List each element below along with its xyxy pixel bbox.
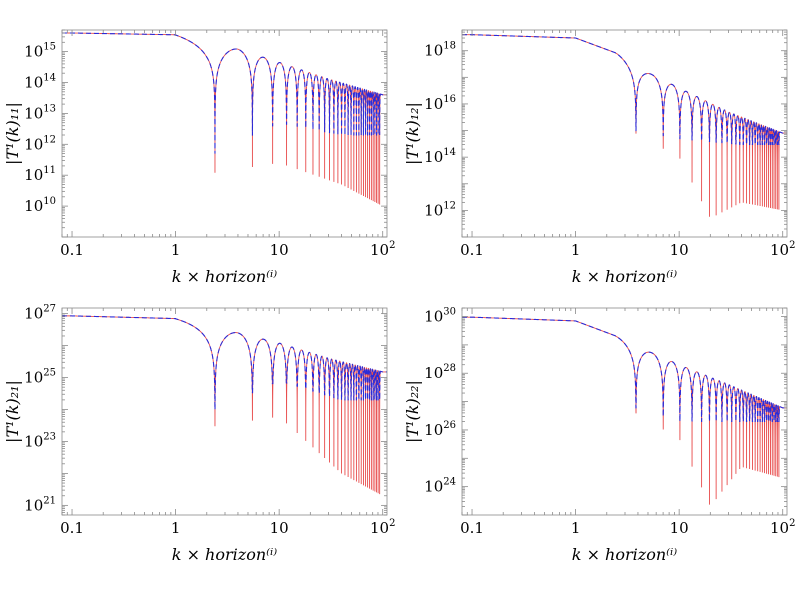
x-tick-label: 0.1	[60, 519, 84, 537]
x-tick-label: 10	[670, 519, 689, 537]
y-tick-label: 1030	[424, 307, 456, 326]
x-tick-label: 102	[770, 518, 795, 537]
y-axis-label: |T¹(k)₂₂|	[403, 380, 422, 443]
panel-t12: 0.1 1 10 102 1012 1014 1016 1018 k × horizon⁽ⁱ⁾ |…	[403, 29, 795, 286]
x-tick-label: 10	[270, 241, 289, 259]
x-axis-label: k × horizon⁽ⁱ⁾	[172, 545, 277, 564]
x-tick-label: 10	[670, 241, 689, 259]
x-tick-label: 10	[270, 519, 289, 537]
y-axis-label: |T¹(k)₁₂|	[403, 102, 422, 165]
y-tick-label: 1014	[424, 147, 456, 166]
x-tick-label: 1	[571, 241, 581, 259]
y-axis-label: |T¹(k)₁₁|	[3, 102, 22, 165]
y-tick-label: 1014	[24, 72, 56, 91]
y-tick-label: 1015	[24, 42, 56, 61]
y-tick-label: 1027	[24, 304, 56, 323]
y-tick-label: 1011	[24, 165, 56, 184]
plot-frame	[61, 29, 388, 238]
x-tick-label: 1	[571, 519, 581, 537]
x-tick-label: 0.1	[60, 241, 84, 259]
x-tick-label: 1	[171, 241, 181, 259]
x-tick-label: 0.1	[460, 241, 484, 259]
x-axis-label: k × horizon⁽ⁱ⁾	[572, 545, 677, 564]
panel-t11: 0.1 1 10 102 1010 1011 1012 1013 1014 1015 k × hor…	[3, 29, 395, 286]
blue-dashed-series-line	[62, 32, 387, 154]
x-tick-label: 102	[370, 240, 395, 259]
y-tick-label: 1012	[24, 134, 56, 153]
red-solid-series-line	[62, 315, 387, 495]
x-tick-label: 102	[370, 518, 395, 537]
red-solid-series-line	[462, 316, 787, 505]
y-tick-label: 1012	[424, 200, 456, 219]
y-tick-label: 1018	[424, 41, 456, 60]
blue-dashed-series-line	[62, 315, 387, 411]
plot-frame	[461, 307, 788, 516]
x-axis-label: k × horizon⁽ⁱ⁾	[572, 267, 677, 286]
y-tick-label: 1024	[424, 477, 456, 496]
y-tick-label: 1021	[24, 495, 56, 514]
y-axis-label: |T¹(k)₂₁|	[3, 380, 22, 443]
y-tick-label: 1013	[24, 103, 56, 122]
x-tick-label: 1	[171, 519, 181, 537]
plot-frame	[61, 307, 388, 516]
y-tick-label: 1016	[424, 94, 456, 113]
y-tick-label: 1028	[424, 363, 456, 382]
panel-t21: 0.1 1 10 102 1021 1023 1025 1027 k × horizon⁽ⁱ⁾ |…	[3, 304, 395, 564]
x-tick-label: 102	[770, 240, 795, 259]
x-tick-label: 0.1	[460, 519, 484, 537]
blue-dashed-series-line	[462, 316, 787, 422]
panel-t22: 0.1 1 10 102 1024 1026 1028 1030 k × horizon⁽ⁱ⁾ |…	[403, 307, 795, 564]
x-axis-label: k × horizon⁽ⁱ⁾	[172, 267, 277, 286]
y-tick-label: 1025	[24, 368, 56, 387]
y-tick-label: 1023	[24, 431, 56, 450]
y-tick-label: 1010	[24, 196, 56, 215]
y-tick-label: 1026	[424, 420, 456, 439]
blue-dashed-series-line	[462, 34, 787, 146]
